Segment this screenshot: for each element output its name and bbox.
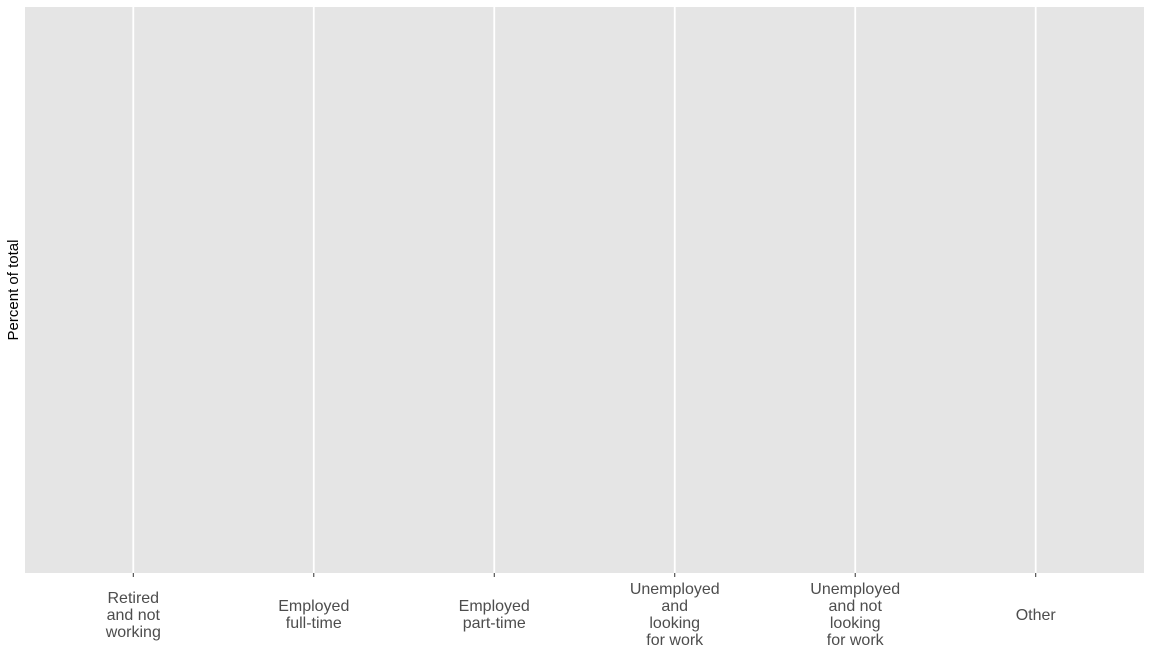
x-tick-label: Employed full-time [278,598,350,632]
x-tick-label: Unemployed and looking for work [629,581,720,649]
y-axis-label: Percent of total [5,240,22,341]
x-tick-label: Employed part-time [458,598,530,632]
x-tick-label: Unemployed and not looking for work [810,581,901,649]
x-tick-label: Retired and not working [105,589,161,641]
x-tick-label: Other [1015,606,1056,624]
plot-panel [25,7,1144,573]
